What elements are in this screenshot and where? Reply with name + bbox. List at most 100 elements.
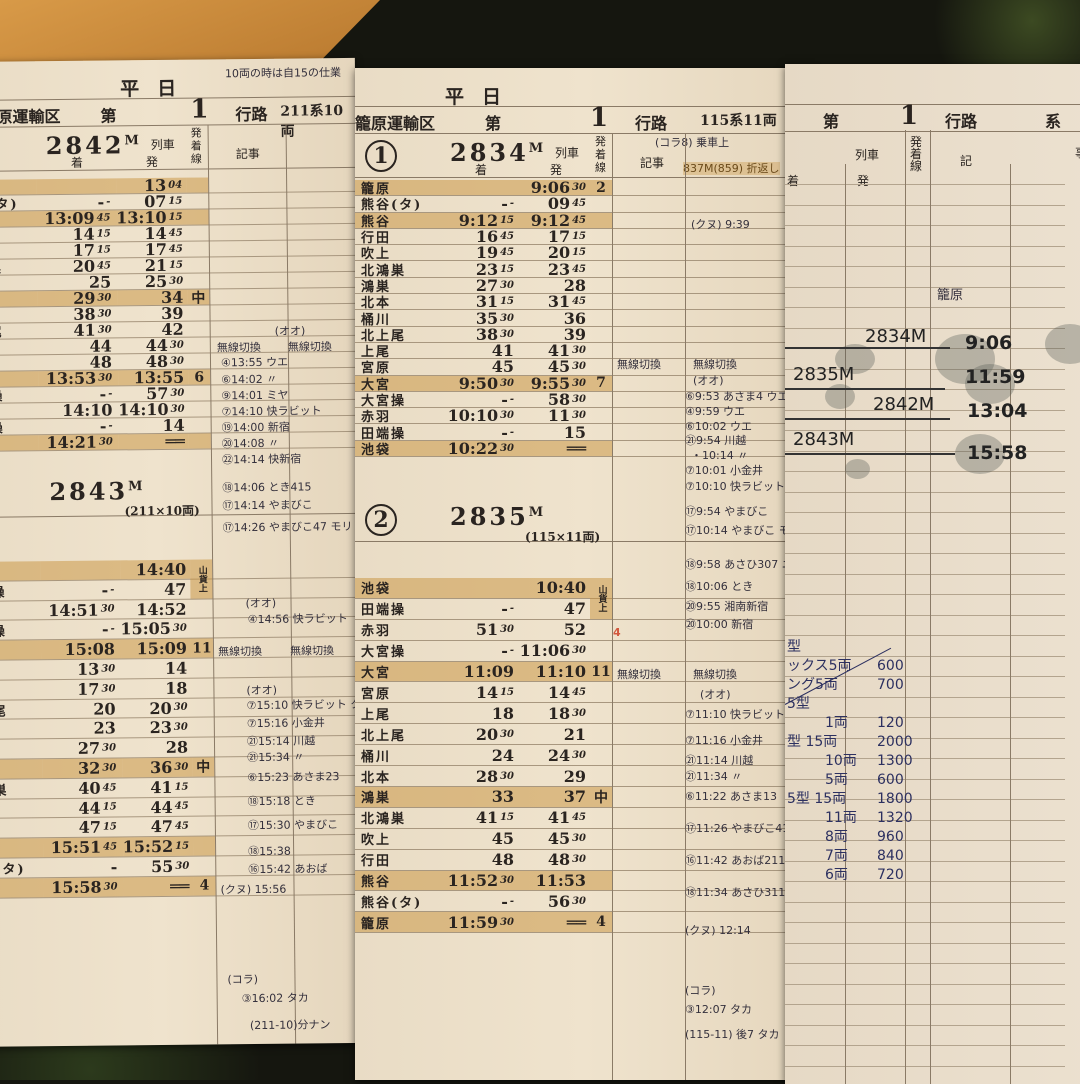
- arrival-time: 40 45: [78, 778, 117, 798]
- track-number: [188, 385, 210, 400]
- ruled-line: [785, 1065, 1065, 1067]
- col-arr: 着: [70, 155, 84, 170]
- station-name: 行田: [0, 819, 43, 839]
- track-number: [191, 619, 213, 638]
- station-name: 北鴻巣: [0, 783, 9, 799]
- station-name: 池袋: [0, 561, 41, 581]
- track-number: [590, 808, 612, 828]
- station-name: 熊谷(タ): [361, 198, 423, 214]
- timetable-row: 上尾 41 41 30: [355, 341, 815, 361]
- station-name: 北本: [0, 739, 42, 759]
- handwritten-note: 無線切換: [693, 668, 737, 681]
- handwritten-note: ⑰11:26 やまびこ41 モリ: [685, 822, 815, 835]
- departure-time: 10:40: [520, 578, 590, 598]
- timetable-row: 宮原 45 45 30: [355, 357, 815, 376]
- capacity-value: 600: [877, 772, 904, 788]
- handwritten-note: ⑰10:14 やまびこ モリ: [685, 524, 801, 537]
- timetable-row: 桶川 24 24 30: [355, 745, 815, 767]
- diagram-train-number: 2843M: [793, 429, 855, 450]
- track-number: [192, 836, 216, 856]
- arrival-time: 41: [491, 341, 514, 361]
- handwritten-note: ⑰14:26 やまびこ47 モリ: [222, 519, 353, 535]
- departure-time: 24 30: [547, 745, 586, 765]
- station-name: 籠原: [355, 180, 440, 197]
- diagram-time: 9:06: [965, 332, 1013, 354]
- diagram-line: [785, 418, 950, 420]
- track-number: [186, 177, 209, 193]
- handwritten-note: ㉒14:14 快新宿: [221, 452, 302, 467]
- track-number: [192, 777, 214, 796]
- track-number: [190, 599, 212, 618]
- track-number: [193, 856, 215, 875]
- timetable-row: 北本 28 30 29: [355, 766, 815, 787]
- handwritten-note: 無線切換: [216, 340, 261, 355]
- arrival-time: 11:09: [440, 661, 520, 682]
- col-track: 発着線: [595, 135, 606, 174]
- track-number: [590, 262, 612, 277]
- departure-time: 31 45: [547, 292, 586, 312]
- track-number: [191, 678, 213, 697]
- station-name: 上尾: [0, 339, 38, 355]
- track-number: [188, 433, 211, 449]
- departure-time: 56 30: [547, 891, 586, 911]
- col-train: 列車: [150, 137, 175, 153]
- handwritten-note: ⑲14:00 新宿: [221, 420, 290, 435]
- station-name: 籠原: [355, 912, 440, 933]
- handwritten-note: ⑦10:10 快ラビット クロ: [685, 480, 811, 493]
- departure-time: 14: [164, 658, 188, 678]
- col-track: 発着線: [910, 135, 923, 173]
- station-name: 大宮: [355, 375, 440, 393]
- departure-time: ══: [520, 439, 590, 458]
- arrival-time: --: [101, 580, 115, 600]
- ruled-line: [785, 286, 1065, 288]
- handwritten-note: (クヌ) 15:56: [220, 882, 287, 897]
- ruled-line: [785, 409, 1065, 411]
- arrival-time: 14 15: [475, 682, 514, 702]
- ruled-line: [785, 1045, 1065, 1046]
- station-name: 北本: [361, 770, 392, 786]
- capacity-cars: 7両: [825, 848, 848, 864]
- capacity-value: 700: [877, 677, 904, 693]
- timetable-row: 大宮 11:09 11:10 11: [355, 661, 815, 683]
- handwritten-note: ㉑9:54 川越: [685, 434, 747, 447]
- arrival-time: 16 45: [475, 227, 514, 247]
- station-name: 上尾: [0, 680, 42, 700]
- handwritten-note: ⑰14:14 やまびこ: [222, 498, 313, 513]
- station-name: 宮原: [0, 660, 41, 680]
- track-number: [590, 599, 612, 619]
- handwritten-note: (オオ): [245, 596, 277, 611]
- station-name: 桶川: [0, 307, 38, 323]
- ruled-line: [785, 819, 1065, 821]
- ruled-line: [785, 676, 1065, 677]
- timetable-row: 鴻巣 27 30 28: [355, 276, 815, 295]
- station-name: 北本: [361, 296, 392, 312]
- track-number: [193, 817, 215, 836]
- arrival-time: 13 30: [76, 659, 116, 679]
- ruled-line: [785, 245, 1065, 247]
- track-number: 11: [590, 661, 612, 682]
- ruled-line: [785, 655, 1065, 657]
- arrival-time: 27 30: [77, 738, 117, 758]
- station-name: 熊谷: [0, 838, 44, 859]
- handwritten-note: ⑦10:01 小金井: [685, 464, 764, 477]
- handwritten-note: ⑳10:00 新宿: [685, 618, 754, 631]
- handwritten-note: ⑥9:53 あさま4 ウエ: [685, 390, 789, 403]
- station-name: 赤羽: [361, 410, 392, 426]
- departure-time: 15:09: [120, 639, 192, 659]
- timetable-row: 大宮 9:50 30 9:55 30 7: [355, 374, 815, 393]
- arrival-time: --: [501, 599, 514, 619]
- arrival-time: 11:52 30: [440, 870, 520, 891]
- station-name: 大宮操: [0, 389, 5, 406]
- station-name: 上尾: [361, 345, 392, 361]
- track-number: [590, 620, 612, 640]
- ruled-line: [785, 963, 1065, 964]
- capacity-cars: 5型 15両: [787, 791, 847, 807]
- col-notes: 記事: [640, 156, 665, 170]
- capacity-cars: 5両: [825, 772, 848, 788]
- col-train: 列車: [855, 148, 880, 162]
- track-number: [192, 718, 214, 737]
- ruled-line: [785, 594, 1065, 595]
- handwritten-note: ⑳14:08 〃: [221, 436, 280, 451]
- timetable-row: 熊谷 9:12 15 9:12 45: [355, 211, 815, 230]
- handwritten-note: (オオ): [246, 683, 278, 698]
